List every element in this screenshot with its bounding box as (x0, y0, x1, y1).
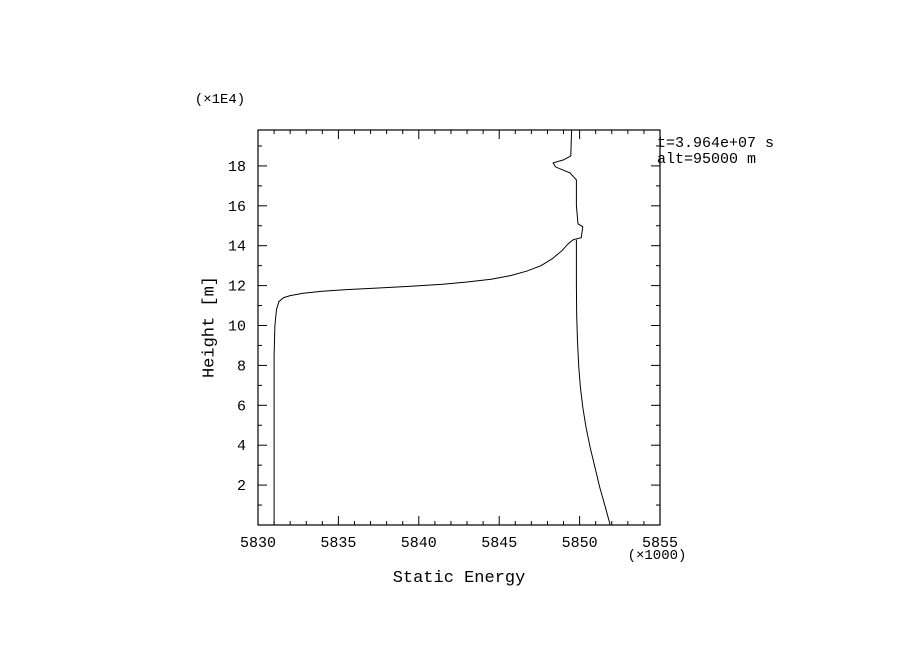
y-tick-label: 10 (228, 319, 246, 336)
x-axis-multiplier-label: (×1000) (627, 548, 687, 564)
x-tick-label: 5840 (401, 535, 437, 552)
y-axis-multiplier-label: (×1E4) (194, 92, 246, 108)
y-tick-label: 4 (237, 438, 246, 455)
series-line-upper-branch-profile (575, 239, 611, 526)
y-tick-label: 8 (237, 358, 246, 375)
y-tick-label: 14 (228, 239, 246, 256)
x-tick-label: 5855 (642, 535, 678, 552)
y-tick-label: 6 (237, 398, 246, 415)
x-tick-label: 5830 (240, 535, 276, 552)
x-tick-label: 5850 (562, 535, 598, 552)
annotation-time: t=3.964e+07 s (657, 135, 775, 152)
x-tick-label: 5835 (320, 535, 356, 552)
y-tick-label: 2 (237, 478, 246, 495)
x-axis-label: Static Energy (392, 569, 526, 588)
annotation-altitude: alt=95000 m (657, 151, 757, 168)
y-tick-label: 18 (228, 159, 246, 176)
x-tick-label: 5845 (481, 535, 517, 552)
axes-frame (257, 129, 661, 526)
y-axis-label: Height [m] (200, 275, 220, 379)
y-tick-label: 12 (228, 279, 246, 296)
y-tick-label: 16 (228, 199, 246, 216)
series-line-static-energy-profile (273, 129, 584, 525)
